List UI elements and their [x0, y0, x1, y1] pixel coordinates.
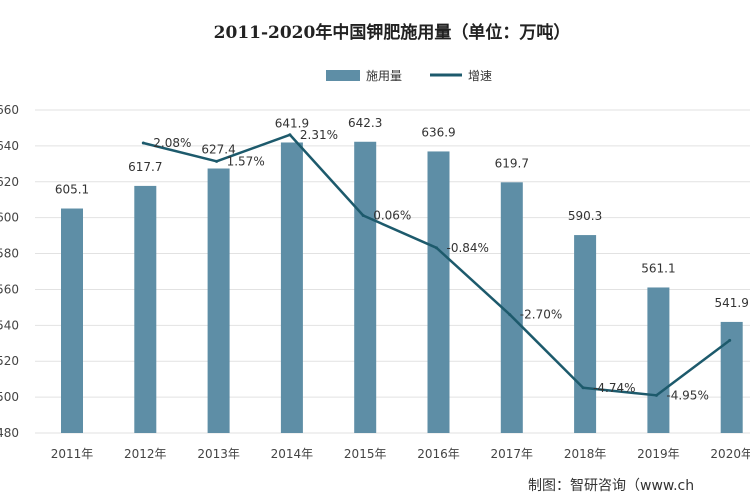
- line-data-label: 2.08%: [153, 136, 191, 150]
- y-tick-label: 600: [0, 211, 19, 225]
- x-tick-label: 2011年: [51, 447, 94, 461]
- bar-data-label: 641.9: [275, 116, 309, 130]
- y-tick-label: 520: [0, 354, 19, 368]
- x-tick-label: 2012年: [124, 447, 167, 461]
- bar: [720, 321, 743, 433]
- x-tick-label: 2013年: [197, 447, 240, 461]
- source-note: 制图：智研咨询（www.ch: [528, 478, 694, 494]
- bar: [574, 235, 597, 433]
- bar: [500, 182, 523, 433]
- line-point: [361, 214, 365, 218]
- line-data-label: -4.74%: [593, 381, 635, 395]
- y-tick-label: 540: [0, 318, 19, 332]
- y-tick-label: 560: [0, 282, 19, 296]
- line-point: [728, 338, 732, 342]
- line-data-label: 1.57%: [227, 154, 265, 168]
- x-tick-label: 2019年: [637, 447, 680, 461]
- x-tick-label: 2018年: [564, 447, 607, 461]
- line-data-label: -4.95%: [666, 388, 708, 402]
- bar-data-label: 627.4: [201, 142, 235, 156]
- bar-data-label: 561.1: [641, 261, 675, 275]
- line-point: [435, 246, 438, 250]
- line-data-label: -0.84%: [447, 241, 489, 255]
- legend-label-line: 增速: [468, 69, 492, 83]
- line-point: [288, 133, 292, 137]
- x-tick-label: 2017年: [491, 447, 534, 461]
- x-tick-label: 2020年: [710, 447, 750, 461]
- bar: [427, 151, 450, 433]
- line-data-label: -2.70%: [520, 308, 562, 322]
- line-point: [215, 159, 219, 163]
- legend: 施用量 增速: [326, 69, 492, 83]
- x-tick-label: 2015年: [344, 447, 387, 461]
- line-point: [581, 386, 585, 390]
- bar: [61, 208, 83, 433]
- bar-data-label: 636.9: [421, 125, 455, 139]
- y-tick-label: 500: [0, 390, 19, 404]
- bar: [207, 168, 230, 433]
- y-tick-label: 580: [0, 247, 19, 261]
- y-tick-label: 620: [0, 175, 19, 189]
- bar: [134, 185, 157, 433]
- bar-data-label: 590.3: [568, 209, 602, 223]
- bar: [354, 141, 377, 434]
- bar-data-label: 617.7: [128, 160, 162, 174]
- bar-data-label: 605.1: [55, 183, 89, 197]
- line-point: [654, 393, 658, 397]
- y-tick-label: 660: [0, 103, 19, 117]
- x-tick-label: 2014年: [271, 447, 314, 461]
- line-point: [508, 313, 512, 317]
- x-tick-label: 2016年: [417, 447, 460, 461]
- line-point: [141, 141, 145, 145]
- y-tick-label: 640: [0, 139, 19, 153]
- bar: [647, 287, 670, 433]
- legend-label-bar: 施用量: [366, 69, 402, 83]
- bar: [280, 142, 303, 434]
- chart-title: 2011-2020年中国钾肥施用量（单位：万吨）: [214, 22, 571, 43]
- bar-data-label: 619.7: [495, 156, 529, 170]
- bar-data-label: 642.3: [348, 116, 382, 130]
- y-tick-label: 480: [0, 426, 19, 440]
- legend-swatch-bar: [326, 70, 360, 81]
- line-data-label: 2.31%: [300, 128, 338, 142]
- bar-data-label: 541.9: [715, 296, 749, 310]
- line-data-label: 0.06%: [373, 209, 411, 223]
